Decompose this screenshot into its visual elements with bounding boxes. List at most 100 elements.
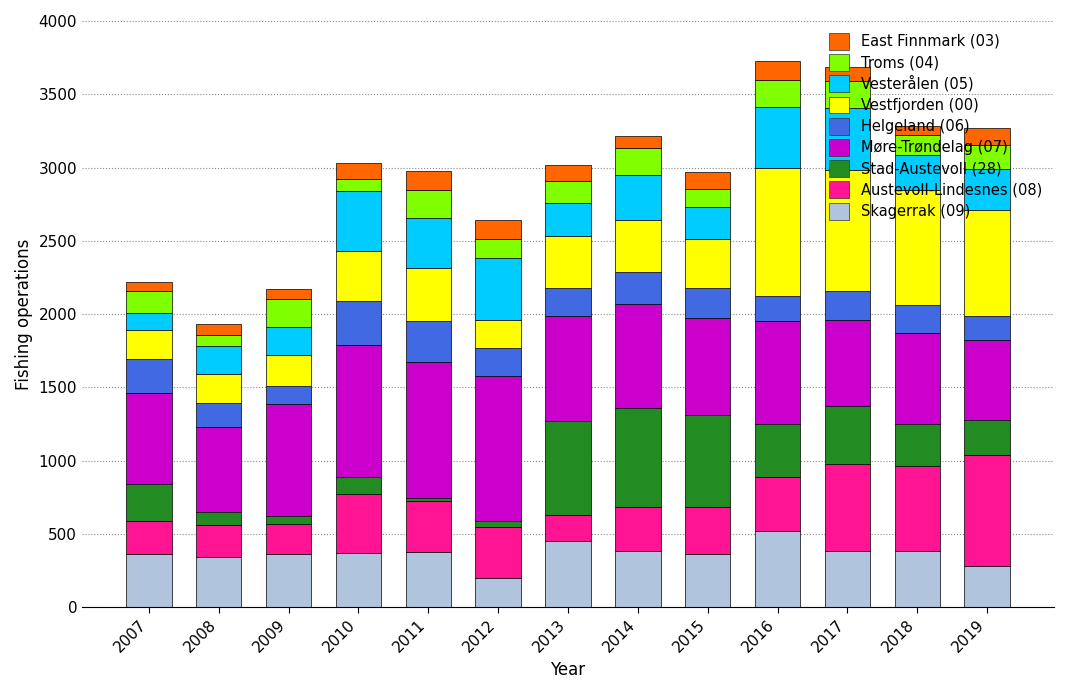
Bar — [964, 210, 1010, 316]
Bar — [895, 466, 940, 552]
Bar — [405, 218, 451, 268]
Bar — [755, 424, 801, 477]
Bar — [824, 81, 870, 108]
Bar — [476, 375, 521, 520]
Bar — [545, 541, 591, 607]
Bar — [964, 145, 1010, 169]
Bar — [615, 408, 661, 507]
Bar — [336, 301, 382, 345]
Bar — [126, 291, 172, 312]
Bar — [476, 220, 521, 239]
Bar — [126, 330, 172, 359]
Bar — [755, 296, 801, 321]
Bar — [755, 168, 801, 296]
Bar — [824, 407, 870, 464]
Bar — [196, 557, 242, 607]
Bar — [266, 404, 311, 516]
Bar — [196, 323, 242, 335]
Bar — [126, 393, 172, 484]
Bar — [964, 169, 1010, 210]
Bar — [615, 219, 661, 272]
Bar — [755, 321, 801, 424]
Bar — [126, 484, 172, 520]
Bar — [824, 170, 870, 291]
Bar — [126, 520, 172, 555]
Bar — [405, 171, 451, 189]
Bar — [964, 455, 1010, 566]
Bar — [266, 386, 311, 404]
Bar — [824, 291, 870, 320]
Bar — [755, 108, 801, 168]
Bar — [405, 501, 451, 552]
Bar — [405, 362, 451, 498]
Bar — [336, 345, 382, 477]
Bar — [545, 203, 591, 236]
Bar — [266, 289, 311, 298]
Bar — [545, 236, 591, 289]
Bar — [196, 403, 242, 427]
Bar — [405, 321, 451, 362]
Bar — [615, 175, 661, 219]
Bar — [476, 348, 521, 375]
Bar — [895, 155, 940, 189]
Bar — [685, 415, 730, 507]
Bar — [824, 464, 870, 552]
Bar — [755, 60, 801, 81]
Bar — [685, 189, 730, 207]
Bar — [196, 374, 242, 403]
Bar — [405, 552, 451, 607]
Bar — [964, 128, 1010, 145]
Bar — [196, 335, 242, 346]
Bar — [266, 298, 311, 328]
Bar — [895, 424, 940, 466]
Bar — [476, 520, 521, 527]
Bar — [126, 359, 172, 393]
Bar — [895, 189, 940, 305]
Bar — [615, 272, 661, 304]
Bar — [196, 525, 242, 557]
Bar — [685, 172, 730, 189]
Bar — [545, 164, 591, 181]
Bar — [266, 516, 311, 523]
Bar — [895, 135, 940, 155]
Bar — [545, 289, 591, 316]
Bar — [196, 512, 242, 525]
Bar — [336, 163, 382, 178]
Bar — [685, 319, 730, 415]
Bar — [476, 258, 521, 320]
Bar — [336, 494, 382, 553]
Bar — [336, 553, 382, 607]
Bar — [545, 181, 591, 203]
Bar — [685, 239, 730, 288]
Bar — [615, 304, 661, 408]
Bar — [405, 268, 451, 321]
Bar — [755, 81, 801, 108]
Bar — [685, 507, 730, 555]
Bar — [545, 515, 591, 541]
Bar — [476, 578, 521, 607]
Bar — [336, 251, 382, 301]
Bar — [196, 346, 242, 374]
Bar — [895, 126, 940, 135]
Bar — [895, 305, 940, 333]
Bar — [755, 531, 801, 607]
Bar — [615, 507, 661, 552]
Bar — [405, 498, 451, 501]
Bar — [476, 320, 521, 348]
Bar — [476, 239, 521, 258]
Bar — [266, 555, 311, 607]
Bar — [964, 341, 1010, 420]
Bar — [824, 552, 870, 607]
Bar — [615, 552, 661, 607]
Bar — [545, 421, 591, 515]
Bar — [476, 527, 521, 578]
Bar — [615, 149, 661, 175]
Bar — [126, 312, 172, 330]
Bar — [545, 316, 591, 421]
Bar — [964, 566, 1010, 607]
Bar — [824, 67, 870, 81]
Bar — [126, 555, 172, 607]
Bar — [685, 555, 730, 607]
Bar — [824, 320, 870, 407]
Bar — [824, 108, 870, 170]
